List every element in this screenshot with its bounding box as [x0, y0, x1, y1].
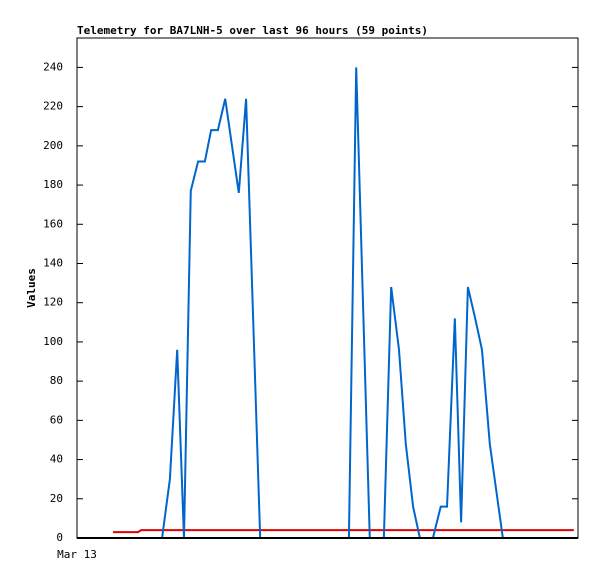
x-tick-label: Mar 13 [57, 548, 97, 561]
y-axis-label: Values [25, 268, 38, 308]
y-tick-label: 240 [43, 60, 63, 73]
y-tick-label: 100 [43, 335, 63, 348]
y-tick-label: 60 [50, 413, 63, 426]
y-tick-label: 40 [50, 453, 63, 466]
y-tick-label: 20 [50, 492, 63, 505]
y-tick-label: 140 [43, 256, 63, 269]
y-tick-label: 0 [56, 531, 63, 544]
y-tick-label: 120 [43, 296, 63, 309]
y-tick-label: 160 [43, 217, 63, 230]
y-tick-label: 220 [43, 100, 63, 113]
y-tick-label: 200 [43, 139, 63, 152]
y-tick-label: 80 [50, 374, 63, 387]
series-line [113, 529, 574, 534]
chart-title: Telemetry for BA7LNH-5 over last 96 hour… [77, 24, 428, 37]
y-tick-label: 180 [43, 178, 63, 191]
